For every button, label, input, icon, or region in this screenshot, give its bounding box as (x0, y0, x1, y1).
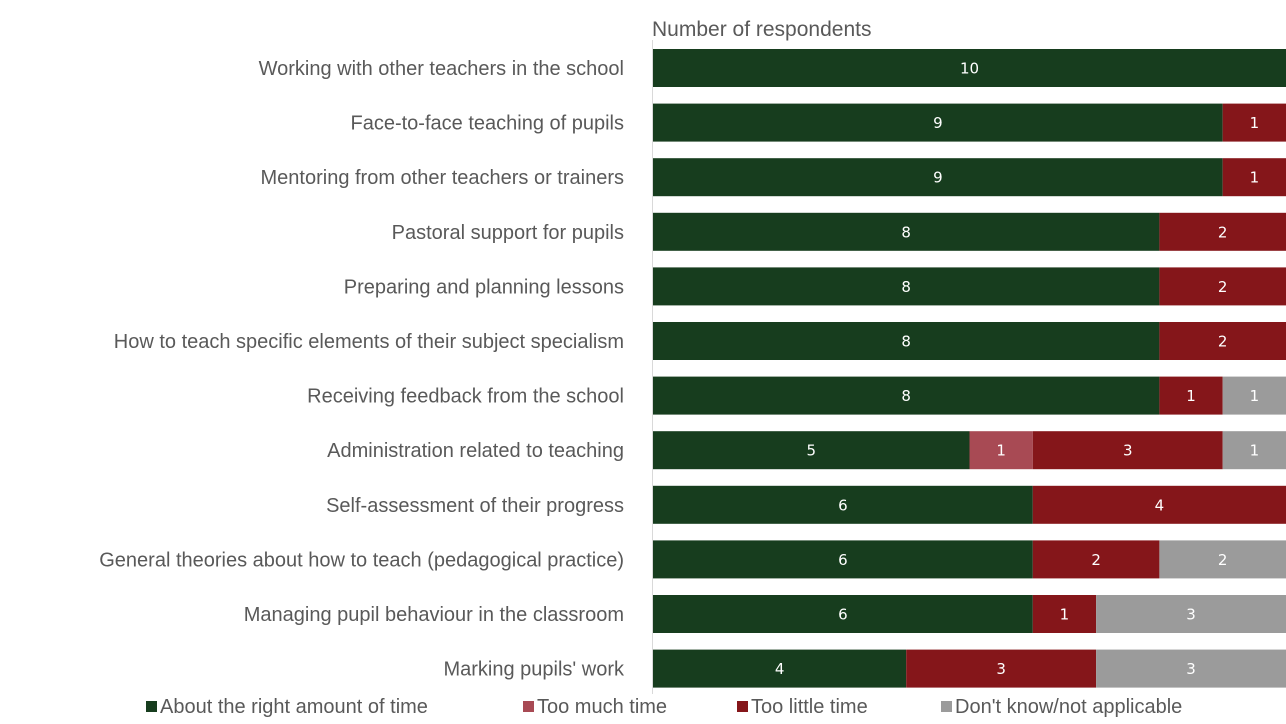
bar-segment-about-the-right-amount-of-time (653, 485, 1033, 524)
data-label: 5 (806, 442, 816, 460)
legend-swatch-too-little-time (737, 701, 748, 712)
data-label: 3 (1186, 606, 1196, 624)
data-label: 8 (901, 333, 911, 351)
bar-segment-about-the-right-amount-of-time (653, 322, 1160, 360)
data-label: 6 (838, 606, 848, 624)
bar-segment-too-little-time (1159, 212, 1286, 251)
data-label: 1 (1186, 387, 1196, 405)
data-label: 9 (933, 169, 943, 187)
category-label: General theories about how to teach (ped… (99, 549, 624, 571)
data-label: 2 (1091, 551, 1101, 569)
data-label: 2 (1218, 278, 1228, 296)
bar-segment-too-little-time (1032, 540, 1160, 579)
data-label: 2 (1218, 551, 1228, 569)
category-label: Working with other teachers in the schoo… (259, 58, 624, 80)
bar-segment-too-little-time (1159, 267, 1286, 306)
legend-label: About the right amount of time (160, 696, 428, 718)
data-label: 2 (1218, 223, 1228, 241)
category-label: Managing pupil behaviour in the classroo… (244, 604, 624, 626)
category-label: Marking pupils' work (443, 659, 625, 681)
data-label: 3 (1123, 442, 1133, 460)
bar-segment-about-the-right-amount-of-time (653, 431, 970, 470)
data-label: 3 (1186, 660, 1196, 678)
legend-swatch-too-much-time (523, 701, 534, 712)
bar-segment-don-t-know-not-applicable (1096, 595, 1286, 633)
bar-segment-about-the-right-amount-of-time (653, 212, 1160, 251)
legend-label: Too much time (537, 696, 667, 718)
data-label: 2 (1218, 333, 1228, 351)
category-label: Mentoring from other teachers or trainer… (261, 167, 625, 189)
data-label: 1 (996, 442, 1006, 460)
bar-segment-too-little-time (1159, 376, 1223, 415)
category-labels: Working with other teachers in the schoo… (99, 58, 625, 681)
data-label: 10 (960, 60, 979, 78)
data-label: 3 (996, 660, 1006, 678)
data-label: 8 (901, 223, 911, 241)
data-label: 6 (838, 551, 848, 569)
data-label: 4 (775, 660, 785, 678)
data-label: 1 (1250, 387, 1260, 405)
bar-segment-about-the-right-amount-of-time (653, 649, 907, 688)
bar-segment-don-t-know-not-applicable (1222, 431, 1286, 470)
bar-segment-about-the-right-amount-of-time (653, 267, 1160, 306)
category-label: Face-to-face teaching of pupils (351, 113, 625, 135)
category-label: Preparing and planning lessons (344, 276, 624, 298)
data-label: 1 (1250, 442, 1260, 460)
bar-segment-don-t-know-not-applicable (1096, 649, 1286, 688)
data-label: 9 (933, 114, 943, 132)
bars: 10 9 1 9 1 8 2 8 2 8 2 8 1 1 5 1 3 1 6 4 6 2 2 6 1 3 4 3 3 (653, 49, 1286, 688)
bar-segment-don-t-know-not-applicable (1159, 540, 1286, 579)
bar-segment-too-little-time (906, 649, 1097, 688)
bar-segment-about-the-right-amount-of-time (653, 540, 1033, 579)
data-label: 1 (1250, 114, 1260, 132)
bar-segment-don-t-know-not-applicable (1222, 376, 1286, 415)
data-label: 6 (838, 496, 848, 514)
bar-segment-too-little-time (1222, 103, 1286, 142)
category-label: How to teach specific elements of their … (114, 331, 624, 353)
legend-label: Don't know/not applicable (955, 696, 1182, 718)
category-label: Pastoral support for pupils (392, 222, 624, 244)
bar-segment-about-the-right-amount-of-time (653, 158, 1223, 197)
bar-segment-about-the-right-amount-of-time (653, 103, 1223, 142)
bar-segment-about-the-right-amount-of-time (653, 376, 1160, 415)
axis-title: Number of respondents (652, 18, 871, 41)
data-label: 8 (901, 387, 911, 405)
legend-swatch-don-t-know-not-applicable (941, 701, 952, 712)
data-label: 1 (1060, 606, 1070, 624)
bar-segment-too-little-time (1222, 158, 1286, 197)
legend-label: Too little time (751, 696, 868, 718)
bar-segment-too-much-time (969, 431, 1033, 470)
bar-segment-about-the-right-amount-of-time (653, 595, 1033, 633)
legend-swatch-about-the-right-amount-of-time (146, 701, 157, 712)
bar-segment-too-little-time (1032, 431, 1223, 470)
bar-segment-about-the-right-amount-of-time (653, 49, 1286, 87)
data-label: 4 (1155, 496, 1165, 514)
data-label: 8 (901, 278, 911, 296)
category-label: Self-assessment of their progress (326, 495, 624, 517)
data-label: 1 (1250, 169, 1260, 187)
bar-segment-too-little-time (1032, 485, 1286, 524)
category-label: Administration related to teaching (327, 440, 624, 462)
bar-segment-too-little-time (1032, 595, 1097, 633)
category-label: Receiving feedback from the school (307, 386, 624, 408)
bar-segment-too-little-time (1159, 322, 1286, 360)
legend: About the right amount of time Too much t… (146, 696, 1182, 718)
